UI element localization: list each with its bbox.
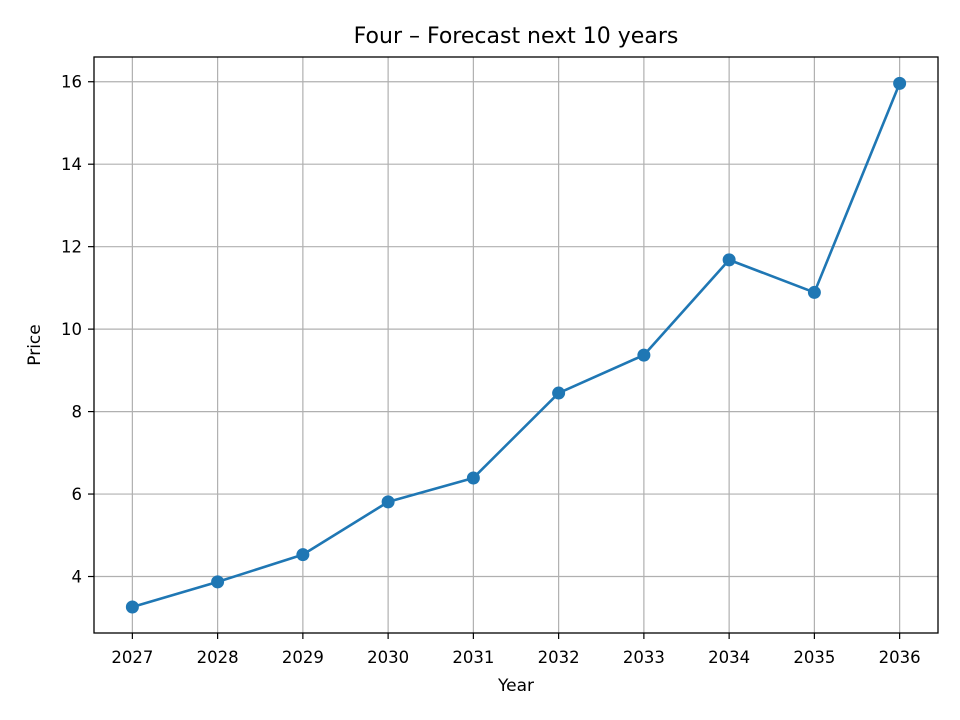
- x-tick-label: 2033: [623, 648, 665, 667]
- x-axis: 2027 2028 2029 2030 2031 2032 2033 2034 2035 2036: [111, 633, 921, 667]
- y-tick-label: 6: [72, 485, 83, 504]
- chart-title: Four – Forecast next 10 years: [354, 24, 679, 49]
- x-tick-label: 2027: [111, 648, 153, 667]
- data-point: [466, 471, 480, 485]
- data-point: [381, 495, 395, 509]
- data-point: [211, 575, 225, 589]
- y-axis: 4 6 8 10 12 14 16: [61, 73, 94, 587]
- y-tick-label: 8: [72, 403, 83, 422]
- series-line: [131, 82, 901, 609]
- x-tick-label: 2034: [708, 648, 750, 667]
- x-tick-label: 2031: [452, 648, 494, 667]
- x-tick-label: 2030: [367, 648, 409, 667]
- y-tick-label: 16: [61, 73, 82, 92]
- data-point: [637, 348, 651, 362]
- x-tick-label: 2035: [793, 648, 835, 667]
- series-layer: [125, 76, 907, 614]
- y-axis-label: Price: [25, 324, 45, 365]
- y-tick-label: 4: [72, 568, 83, 587]
- data-point: [125, 600, 139, 614]
- plot-frame: [93, 56, 939, 634]
- y-tick-label: 12: [61, 238, 82, 257]
- data-point: [296, 548, 310, 562]
- data-point: [552, 386, 566, 400]
- x-tick-label: 2032: [538, 648, 580, 667]
- x-tick-label: 2029: [282, 648, 324, 667]
- x-axis-label: Year: [497, 676, 534, 696]
- data-point: [807, 285, 821, 299]
- y-tick-label: 14: [61, 155, 82, 174]
- data-point: [722, 253, 736, 267]
- x-tick-label: 2028: [197, 648, 239, 667]
- data-point: [893, 76, 907, 90]
- x-tick-label: 2036: [879, 648, 921, 667]
- y-tick-label: 10: [61, 320, 82, 339]
